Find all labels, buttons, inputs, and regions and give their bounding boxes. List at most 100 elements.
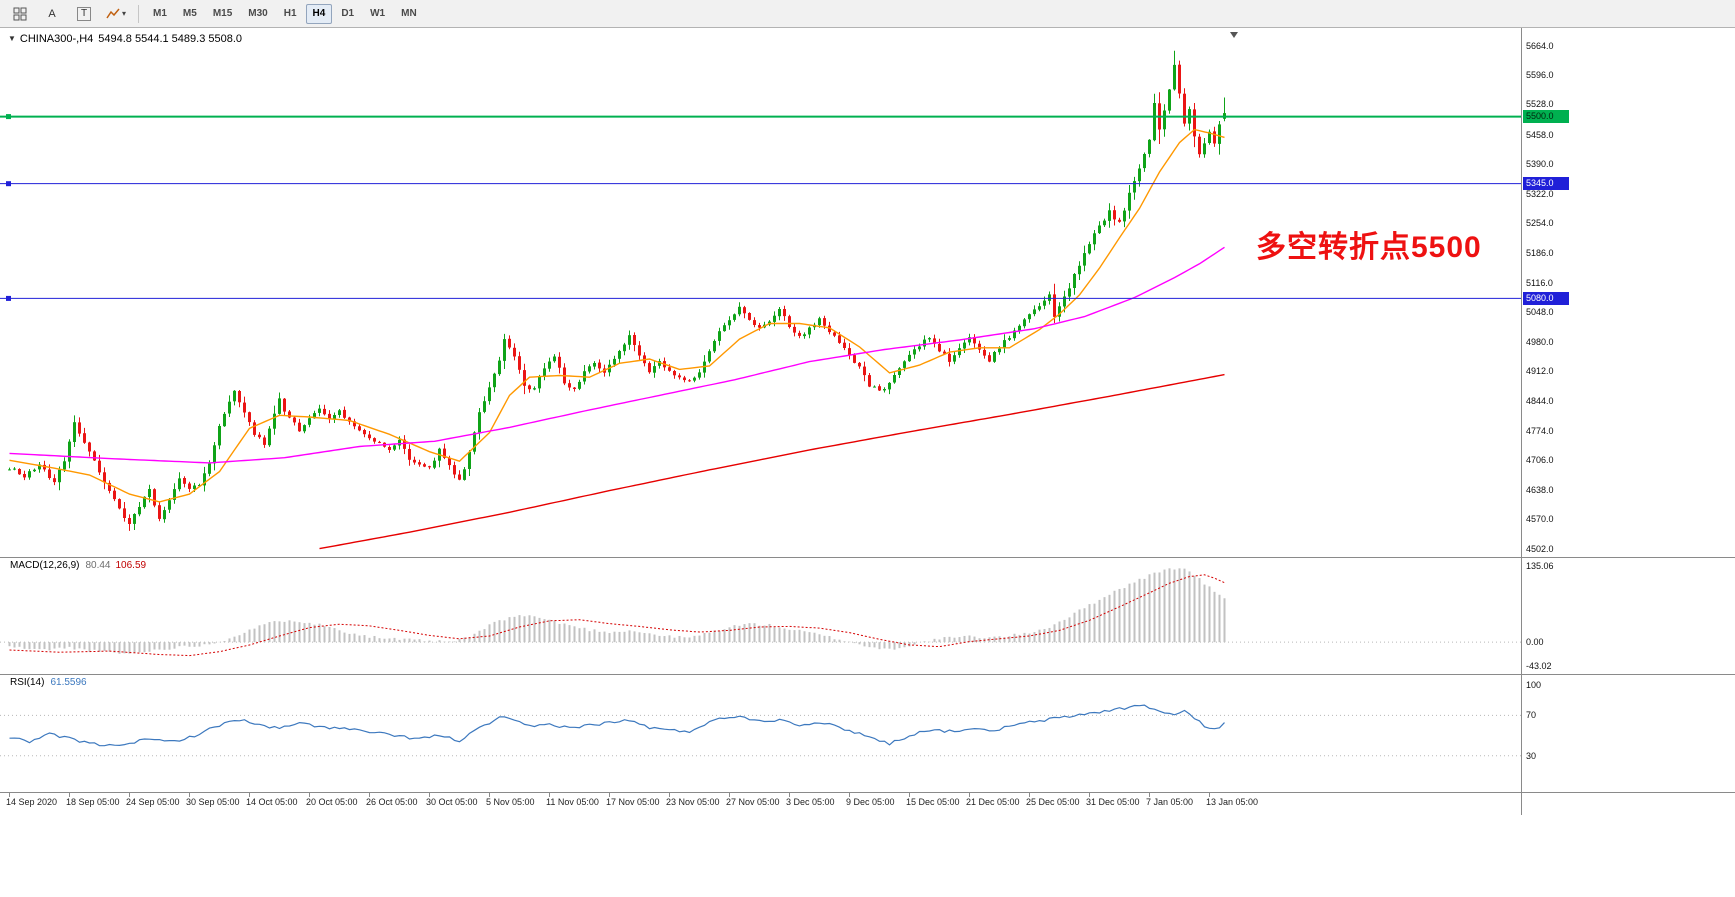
macd-name: MACD(12,26,9): [10, 560, 80, 571]
candle-body: [343, 409, 346, 418]
candle-body: [848, 348, 851, 356]
candle-body: [423, 464, 426, 467]
candle-body: [223, 413, 226, 427]
candle-body: [543, 368, 546, 377]
candle-body: [1183, 93, 1186, 124]
rsi-value: 61.5596: [50, 677, 87, 688]
candle-body: [403, 439, 406, 449]
candle-body: [1043, 300, 1046, 306]
candle-body: [1103, 220, 1106, 226]
time-axis-label: 26 Oct 05:00: [366, 797, 418, 807]
candle-body: [633, 335, 636, 345]
candle-body: [493, 373, 496, 388]
candle-body: [468, 452, 471, 469]
time-axis-label: 5 Nov 05:00: [486, 797, 535, 807]
candle-body: [213, 445, 216, 464]
candle-body: [993, 352, 996, 362]
windows-grid-icon[interactable]: [5, 2, 35, 26]
timeframe-m1-button[interactable]: M1: [146, 4, 174, 24]
macd-axis-label: 135.06: [1526, 561, 1554, 572]
candle-body: [733, 314, 736, 320]
candle-body: [783, 309, 786, 317]
candle-body: [838, 335, 841, 343]
candle-body: [888, 382, 891, 390]
candle-body: [573, 387, 576, 389]
timeframe-m30-button[interactable]: M30: [241, 4, 274, 24]
candle-body: [533, 388, 536, 390]
candle-body: [288, 411, 291, 418]
candle-body: [78, 422, 81, 434]
chart-title: ▼ CHINA300-,H4 5494.8 5544.1 5489.3 5508.0: [8, 33, 242, 45]
candle-body: [693, 377, 696, 381]
candle-body: [48, 469, 51, 478]
candle-body: [868, 375, 871, 387]
candle-body: [13, 468, 16, 470]
shapes-dropdown-button[interactable]: ▾: [101, 2, 131, 26]
candle-body: [138, 507, 141, 515]
candle-body: [578, 381, 581, 389]
candle-body: [1048, 294, 1051, 301]
ma-mid-line: [9, 246, 1225, 464]
candle-body: [638, 345, 641, 356]
candle-body: [308, 418, 311, 425]
price-axis-label: 4980.0: [1526, 336, 1554, 347]
timeframe-w1-button[interactable]: W1: [363, 4, 392, 24]
candle-body: [1173, 64, 1176, 90]
time-axis-label: 7 Jan 05:00: [1146, 797, 1194, 807]
candle-body: [948, 353, 951, 362]
time-axis-label: 21 Dec 05:00: [966, 797, 1020, 807]
candle-body: [548, 361, 551, 369]
ma-slow-line: [319, 373, 1225, 550]
text-label-tool-button[interactable]: A: [37, 2, 67, 26]
candle-body: [1163, 110, 1166, 130]
time-axis-label: 15 Dec 05:00: [906, 797, 960, 807]
candle-body: [153, 489, 156, 506]
time-axis-label: 20 Oct 05:00: [306, 797, 358, 807]
rsi-axis-label: 70: [1526, 710, 1537, 721]
chart-text-annotation[interactable]: 多空转折点5500: [1256, 231, 1482, 264]
candle-body: [778, 309, 781, 317]
candle-body: [478, 412, 481, 433]
hline-handle: [6, 181, 11, 187]
candle-body: [1078, 265, 1081, 275]
trendline-icon: [106, 8, 120, 18]
candle-body: [163, 510, 166, 520]
candle-body: [353, 421, 356, 427]
hline-price-tag-5500: 5500.0: [1523, 110, 1569, 124]
candle-body: [1133, 181, 1136, 193]
timeframe-m5-button[interactable]: M5: [176, 4, 204, 24]
candle-body: [808, 327, 811, 335]
candle-body: [743, 307, 746, 314]
macd-axis-label: 0.00: [1526, 637, 1544, 648]
timeframe-h4-button[interactable]: H4: [305, 3, 333, 24]
candle-body: [1123, 210, 1126, 222]
candle-body: [103, 472, 106, 483]
text-frame-tool-button[interactable]: T: [69, 2, 99, 26]
timeframe-m15-button[interactable]: M15: [206, 4, 239, 24]
timeframe-mn-button[interactable]: MN: [394, 4, 424, 24]
chart-dropdown-icon[interactable]: ▼: [8, 34, 16, 43]
candle-body: [658, 361, 661, 366]
candle-body: [688, 380, 691, 382]
candle-body: [253, 422, 256, 435]
candle-body: [453, 465, 456, 475]
candle-body: [303, 425, 306, 432]
time-axis-label: 13 Jan 05:00: [1206, 797, 1259, 807]
timeframe-h1-button[interactable]: H1: [277, 4, 304, 24]
candle-body: [263, 437, 266, 445]
time-axis-label: 11 Nov 05:00: [546, 797, 599, 807]
candle-body: [248, 412, 251, 423]
time-axis-label: 3 Dec 05:00: [786, 797, 835, 807]
candle-body: [23, 474, 26, 478]
candle-body: [863, 366, 866, 376]
price-axis-label: 5596.0: [1526, 70, 1554, 81]
candle-body: [788, 316, 791, 327]
candle-body: [973, 337, 976, 344]
candle-body: [558, 356, 561, 368]
candle-body: [723, 325, 726, 332]
candle-body: [898, 368, 901, 375]
candle-body: [1128, 192, 1131, 211]
timeframe-d1-button[interactable]: D1: [334, 4, 361, 24]
candle-body: [1073, 274, 1076, 288]
